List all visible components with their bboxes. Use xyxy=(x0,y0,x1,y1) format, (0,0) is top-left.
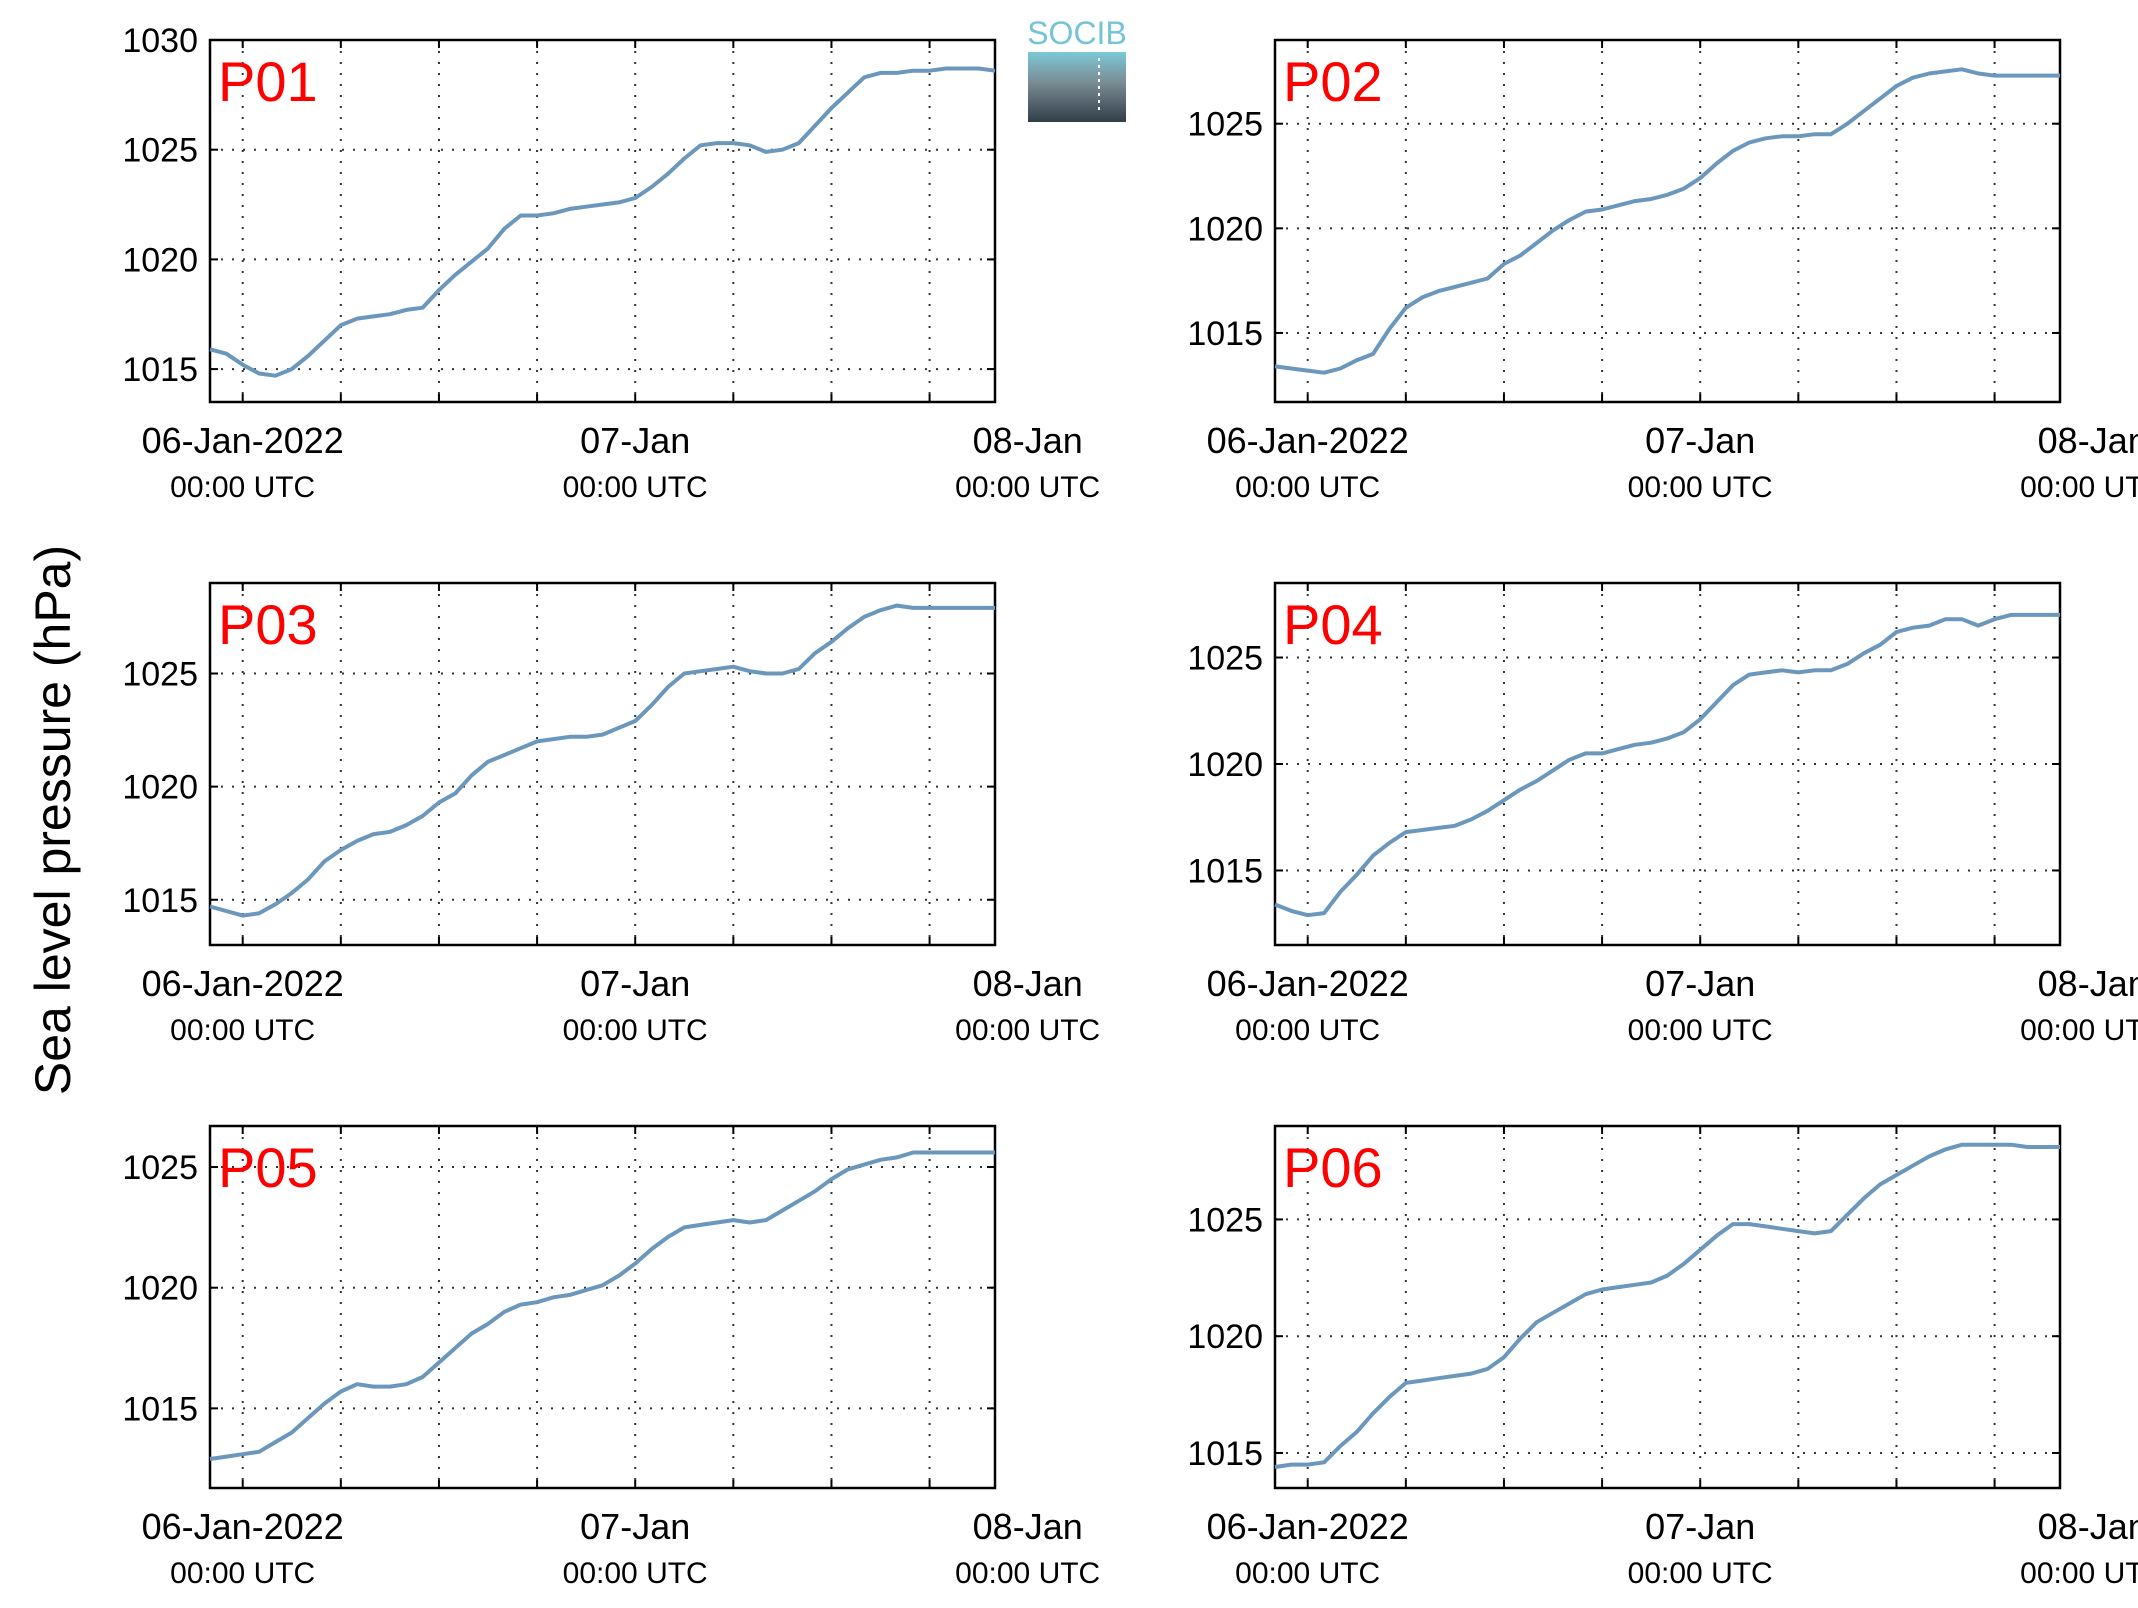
x-tick-sublabel: 00:00 UTC xyxy=(1235,1014,1380,1047)
x-tick-sublabel: 00:00 UTC xyxy=(1628,1014,1773,1047)
x-tick-sublabel: 00:00 UTC xyxy=(170,1014,315,1047)
x-tick-label: 06-Jan-2022 xyxy=(142,420,344,461)
x-tick-label: 08-Jan xyxy=(2038,963,2138,1004)
x-tick-sublabel: 00:00 UTC xyxy=(955,1557,1100,1590)
panel-label: P04 xyxy=(1283,593,1383,656)
series-line-p02 xyxy=(1274,67,2060,375)
panel-p06: 1015 1020 1025 06-Jan-2022 00:00 UTC 07-Jan 00… xyxy=(1187,1124,2138,1590)
x-tick-sublabel: 00:00 UTC xyxy=(955,471,1100,504)
series-line-p01 xyxy=(209,66,996,378)
plot-frame xyxy=(1273,38,2062,404)
x-tick-label: 06-Jan-2022 xyxy=(142,1506,344,1547)
panel-label: P03 xyxy=(218,593,318,656)
y-tick-label: 1025 xyxy=(122,656,198,694)
series-line-p04 xyxy=(1274,612,2060,918)
x-tick-sublabel: 00:00 UTC xyxy=(2020,471,2138,504)
y-tick-label: 1015 xyxy=(1187,852,1263,890)
socib-logo: SOCIB xyxy=(1027,15,1127,122)
x-tick-sublabel: 00:00 UTC xyxy=(563,1557,708,1590)
x-tick-label: 08-Jan xyxy=(973,420,1083,461)
x-tick-label: 08-Jan xyxy=(973,963,1083,1004)
y-tick-label: 1020 xyxy=(122,1270,198,1308)
y-tick-label: 1025 xyxy=(1187,640,1263,678)
x-tick-label: 08-Jan xyxy=(2038,1506,2138,1547)
y-axis-label: Sea level pressure (hPa) xyxy=(25,545,81,1095)
x-tick-label: 06-Jan-2022 xyxy=(142,963,344,1004)
x-tick-label: 06-Jan-2022 xyxy=(1207,963,1409,1004)
x-tick-sublabel: 00:00 UTC xyxy=(955,1014,1100,1047)
panel-label: P05 xyxy=(218,1136,318,1199)
x-tick-sublabel: 00:00 UTC xyxy=(1235,1557,1380,1590)
x-tick-label: 07-Jan xyxy=(580,1506,690,1547)
panel-p02: 1015 1020 1025 06-Jan-2022 00:00 UTC 07-Jan 00… xyxy=(1187,38,2138,504)
y-tick-label: 1015 xyxy=(1187,1435,1263,1473)
x-tick-label: 07-Jan xyxy=(580,420,690,461)
y-tick-label: 1015 xyxy=(122,882,198,920)
y-tick-label: 1015 xyxy=(1187,315,1263,353)
x-tick-sublabel: 00:00 UTC xyxy=(1235,471,1380,504)
x-tick-label: 07-Jan xyxy=(1645,1506,1755,1547)
x-tick-sublabel: 00:00 UTC xyxy=(1628,1557,1773,1590)
y-tick-label: 1025 xyxy=(1187,1201,1263,1239)
x-tick-label: 07-Jan xyxy=(1645,420,1755,461)
y-tick-label: 1025 xyxy=(1187,106,1263,144)
x-tick-sublabel: 00:00 UTC xyxy=(563,471,708,504)
panel-label: P06 xyxy=(1283,1136,1383,1199)
x-tick-label: 08-Jan xyxy=(2038,420,2138,461)
panel-p04: 1015 1020 1025 06-Jan-2022 00:00 UTC 07-Jan 00… xyxy=(1187,581,2138,1047)
plot-frame xyxy=(1273,1124,2062,1490)
panel-label: P02 xyxy=(1283,50,1383,113)
panel-p05: 1015 1020 1025 06-Jan-2022 00:00 UTC 07-Jan 00… xyxy=(122,1124,1100,1590)
y-tick-label: 1020 xyxy=(1187,210,1263,248)
y-tick-label: 1025 xyxy=(122,132,198,170)
panel-p03: 1015 1020 1025 06-Jan-2022 00:00 UTC 07-Jan 00… xyxy=(122,581,1100,1047)
x-tick-label: 08-Jan xyxy=(973,1506,1083,1547)
panels: 1015 1020 1025 1030 06-Jan-2022 00:00 UTC 07-J… xyxy=(122,22,2138,1590)
y-tick-label: 1020 xyxy=(1187,1318,1263,1356)
plot-frame xyxy=(208,581,997,947)
series-line-p05 xyxy=(209,1150,995,1461)
plot-frame xyxy=(208,38,997,404)
plot-frame xyxy=(208,1124,997,1490)
x-tick-label: 06-Jan-2022 xyxy=(1207,1506,1409,1547)
series-line-p03 xyxy=(209,603,995,918)
x-tick-sublabel: 00:00 UTC xyxy=(1628,471,1773,504)
y-tick-label: 1020 xyxy=(1187,746,1263,784)
logo-text: SOCIB xyxy=(1027,15,1127,51)
x-tick-sublabel: 00:00 UTC xyxy=(2020,1557,2138,1590)
logo-gradient-block xyxy=(1028,52,1126,122)
x-tick-label: 07-Jan xyxy=(1645,963,1755,1004)
panel-label: P01 xyxy=(218,50,318,113)
x-tick-sublabel: 00:00 UTC xyxy=(170,471,315,504)
x-tick-sublabel: 00:00 UTC xyxy=(563,1014,708,1047)
x-tick-label: 07-Jan xyxy=(580,963,690,1004)
x-tick-sublabel: 00:00 UTC xyxy=(2020,1014,2138,1047)
y-tick-label: 1015 xyxy=(122,1390,198,1428)
y-tick-label: 1030 xyxy=(122,22,198,60)
x-tick-label: 06-Jan-2022 xyxy=(1207,420,1409,461)
y-tick-label: 1020 xyxy=(122,769,198,807)
x-tick-sublabel: 00:00 UTC xyxy=(170,1557,315,1590)
y-tick-label: 1025 xyxy=(122,1149,198,1187)
plot-frame xyxy=(1273,581,2062,947)
y-tick-label: 1020 xyxy=(122,241,198,279)
panel-p01: 1015 1020 1025 1030 06-Jan-2022 00:00 UTC 07-J… xyxy=(122,22,1100,504)
y-tick-label: 1015 xyxy=(122,351,198,389)
series-line-p06 xyxy=(1274,1142,2060,1469)
